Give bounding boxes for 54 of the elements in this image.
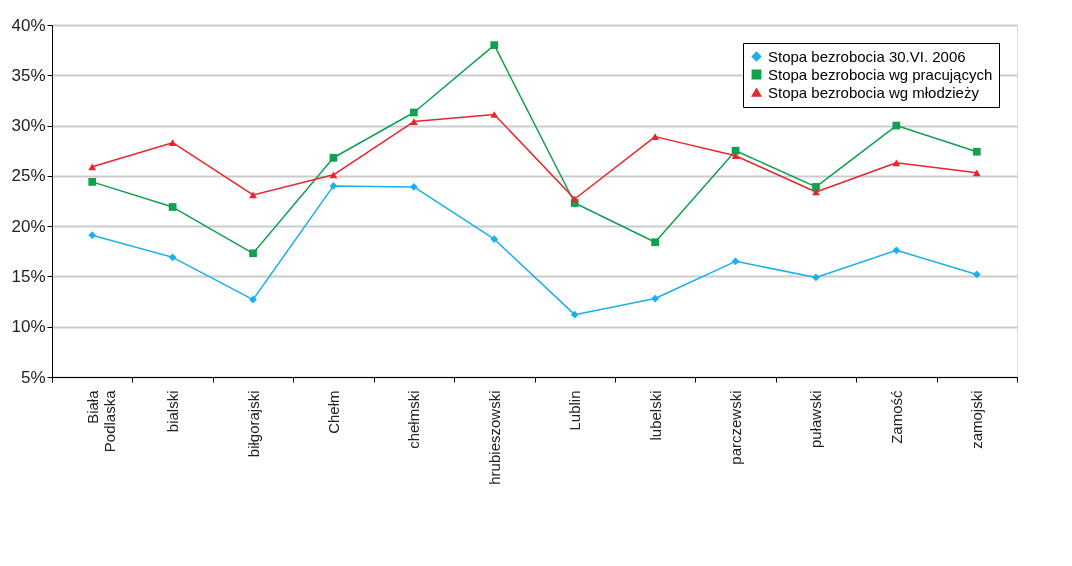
y-tick-label: 35% <box>11 65 46 85</box>
y-tick-label: 10% <box>11 317 46 337</box>
point <box>329 182 338 190</box>
point <box>731 257 740 266</box>
point <box>410 118 418 125</box>
x-tick-label: lubelski <box>646 390 664 441</box>
legend-label: Stopa bezrobocia wg młodzieży <box>768 83 980 101</box>
point <box>651 133 659 140</box>
y-tick-label: 15% <box>11 266 46 286</box>
point <box>812 273 820 282</box>
x-tick-label: Biała Podlaska <box>83 389 118 453</box>
point <box>570 310 579 319</box>
x-tick-label: parczewski <box>727 390 745 465</box>
point <box>410 108 418 117</box>
x-tick-label: puławski <box>807 390 825 449</box>
point <box>972 270 981 279</box>
point <box>651 238 659 247</box>
x-tick-label: Lublin <box>566 390 584 431</box>
point <box>88 231 97 240</box>
x-tick-label: chełmski <box>405 390 423 449</box>
point <box>570 195 579 203</box>
legend-label: Stopa bezrobocia 30.VI. 2006 <box>768 47 966 65</box>
point <box>892 246 901 255</box>
x-tick-label: zamojski <box>968 390 986 449</box>
x-tick-label: bialski <box>164 390 182 433</box>
y-tick-label: 5% <box>20 367 46 387</box>
x-tick-label: hrubieszowski <box>485 390 503 485</box>
point <box>490 235 499 244</box>
point <box>88 178 97 186</box>
y-tick-label: 20% <box>11 216 46 236</box>
point <box>651 294 659 303</box>
point <box>731 152 740 160</box>
point <box>168 139 177 147</box>
point <box>168 203 177 211</box>
y-tick-label: 40% <box>11 15 46 35</box>
point <box>88 163 97 171</box>
point <box>812 183 820 191</box>
point <box>249 295 257 304</box>
point <box>168 253 177 262</box>
point <box>972 169 981 177</box>
y-tick-label: 25% <box>11 166 46 186</box>
x-tick-label: biłgorajski <box>244 390 262 458</box>
legend-label: Stopa bezrobocia wg pracujących <box>768 65 993 83</box>
x-tick-label: Chełm <box>324 390 342 434</box>
point <box>490 41 499 49</box>
point <box>410 183 418 191</box>
x-tick-label: Zamość <box>887 390 905 444</box>
y-tick-label: 30% <box>11 116 46 136</box>
point <box>490 111 499 118</box>
point <box>249 249 257 258</box>
point <box>329 153 338 162</box>
point <box>892 159 901 167</box>
point <box>329 171 338 179</box>
point <box>972 147 981 156</box>
